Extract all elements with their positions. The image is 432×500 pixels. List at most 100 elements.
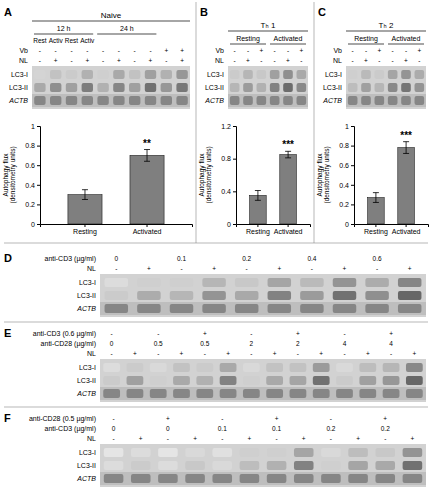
lane-label: 0.5 <box>200 340 209 347</box>
band <box>161 83 172 92</box>
row-label: NL <box>215 57 224 64</box>
band <box>403 461 423 470</box>
error-cap <box>285 157 291 158</box>
band <box>300 278 323 287</box>
error-cap <box>144 161 150 162</box>
tick-label: 0.2 <box>339 201 349 208</box>
band <box>127 363 144 372</box>
x-tick: Activated <box>392 224 421 235</box>
y-tick: 0 <box>345 221 354 228</box>
band <box>321 474 341 483</box>
lane-label: + <box>139 435 143 442</box>
band <box>365 304 388 313</box>
lane-label: - <box>39 57 41 64</box>
band <box>173 363 190 372</box>
lane-label: + <box>147 265 151 272</box>
band <box>185 474 205 483</box>
error-cap <box>255 200 261 201</box>
lane-label: + <box>383 415 387 422</box>
lane-label: - <box>112 435 114 442</box>
lane-label: 0 <box>112 425 116 432</box>
error-cap <box>82 189 88 190</box>
band <box>290 376 307 385</box>
plot-area <box>368 142 415 224</box>
band <box>403 448 423 457</box>
x-tick: Activated <box>133 224 162 235</box>
tick-label: Activated <box>274 228 303 235</box>
band <box>176 96 187 105</box>
band <box>388 96 398 105</box>
band <box>283 96 293 105</box>
lane-label: + <box>273 350 277 357</box>
band <box>202 291 225 300</box>
y-tick: 0.4 <box>25 182 40 189</box>
group-header: Activated <box>392 35 421 42</box>
axis-line <box>355 225 429 228</box>
band <box>383 389 400 398</box>
lane-label: - <box>134 47 136 54</box>
band <box>415 70 425 79</box>
lane-label: 0 <box>110 340 114 347</box>
bar-chart: 00.40.81.2RestingActivated***Autophagy f… <box>198 123 311 236</box>
band <box>240 474 260 483</box>
band <box>66 83 77 92</box>
band <box>290 363 307 372</box>
blot-panel: LC3-ILC3-IIACTBanti-CD28 (0.5 µg/ml)-+-+… <box>4 412 426 487</box>
lane-label: Activ <box>49 37 64 44</box>
band <box>230 70 240 79</box>
band <box>383 363 400 372</box>
y-tick: 0.6 <box>339 162 354 169</box>
band <box>145 96 156 105</box>
band <box>406 376 423 385</box>
band <box>50 96 61 105</box>
row-label: LC3-I <box>79 279 96 286</box>
lane-label: - <box>246 265 248 272</box>
blot-panel: LC3-ILC3-IIACTBVb--+--+NL-+--+-RestingAc… <box>200 6 308 109</box>
blot-panel: LC3-ILC3-IIACTBanti-CD3 (0.6 µg/ml)--+-+… <box>4 327 426 402</box>
band <box>365 291 388 300</box>
band <box>348 461 368 470</box>
y-tick: 0.2 <box>339 201 354 208</box>
band <box>212 461 232 470</box>
axis-line <box>37 127 41 225</box>
lane-label: + <box>203 330 207 337</box>
band <box>268 304 291 313</box>
y-axis: 00.20.40.60.81 <box>339 123 354 228</box>
band <box>294 474 314 483</box>
lane-label: - <box>180 265 182 272</box>
row-label: LC3-II <box>9 84 28 91</box>
lane-label: - <box>111 350 113 357</box>
band <box>243 389 260 398</box>
band <box>321 448 341 457</box>
row-label: ACTB <box>76 475 96 482</box>
lane-label: + <box>417 47 421 54</box>
band <box>270 83 280 92</box>
band <box>313 389 330 398</box>
band <box>375 96 385 105</box>
band <box>321 461 341 470</box>
band <box>406 389 423 398</box>
y-tick: 0 <box>227 221 236 228</box>
group-header: Resting <box>354 35 378 43</box>
row-label: ACTB <box>76 390 96 397</box>
band <box>220 376 237 385</box>
band <box>173 376 190 385</box>
tick-label: Activated <box>133 228 162 235</box>
error-cap <box>144 149 150 150</box>
band <box>383 376 400 385</box>
band <box>266 363 283 372</box>
band <box>82 96 93 105</box>
tick-mark <box>37 204 40 205</box>
tick-mark <box>351 224 354 225</box>
row-label: Vb <box>215 47 224 54</box>
band <box>145 70 156 79</box>
lane-label: - <box>390 350 392 357</box>
blot-background <box>100 359 426 402</box>
group-underline <box>388 44 424 45</box>
band <box>313 363 330 372</box>
plot-area <box>68 150 164 224</box>
band <box>127 389 144 398</box>
axis-line <box>41 225 193 228</box>
lane-label: - <box>234 57 236 64</box>
lane-label: - <box>343 350 345 357</box>
